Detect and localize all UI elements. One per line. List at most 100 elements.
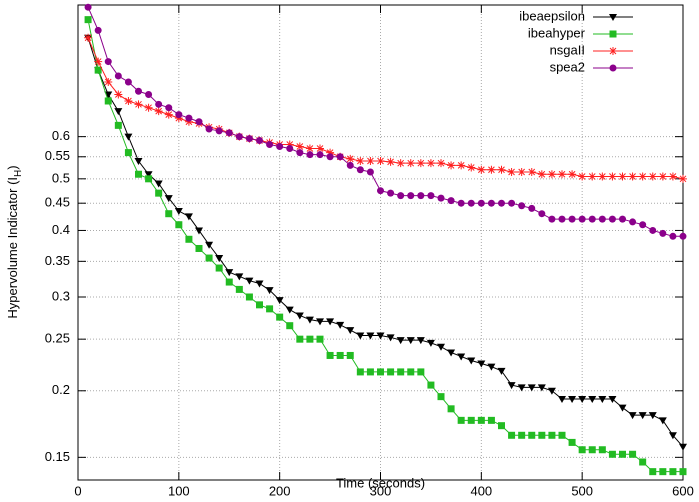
marker [477, 199, 485, 207]
marker [124, 96, 133, 105]
marker [266, 140, 274, 148]
marker [275, 297, 284, 305]
marker [568, 215, 576, 223]
y-tick-label: 0.25 [45, 331, 70, 346]
marker [638, 172, 647, 181]
y-axis-label-main: Hypervolume Indicator (I [5, 177, 20, 319]
marker [104, 91, 113, 99]
marker [437, 343, 445, 351]
marker [457, 353, 466, 361]
marker [639, 458, 647, 466]
marker [457, 161, 466, 170]
marker [235, 133, 243, 141]
marker [366, 157, 375, 166]
marker [608, 450, 616, 458]
legend-marker [609, 14, 617, 21]
marker [487, 199, 495, 207]
marker [336, 321, 345, 329]
marker [477, 416, 485, 424]
marker [648, 172, 657, 181]
marker [527, 167, 536, 176]
marker [286, 145, 294, 153]
marker [426, 339, 435, 347]
marker [205, 241, 214, 249]
marker [185, 114, 193, 122]
marker [447, 349, 456, 357]
marker [114, 72, 122, 80]
marker [356, 332, 365, 340]
marker [668, 172, 677, 181]
marker [175, 111, 183, 119]
marker [386, 157, 395, 166]
marker [316, 318, 324, 326]
marker [366, 168, 374, 176]
marker [517, 384, 526, 392]
marker [356, 157, 365, 166]
marker [164, 110, 173, 119]
marker [598, 446, 606, 454]
marker [648, 412, 657, 420]
marker [397, 368, 405, 376]
marker [205, 254, 213, 262]
marker [406, 337, 415, 345]
marker [537, 384, 546, 392]
marker [629, 218, 637, 226]
marker [487, 363, 496, 371]
legend-marker [609, 30, 617, 38]
marker [396, 337, 405, 345]
marker [195, 118, 203, 126]
marker [417, 368, 425, 376]
marker [316, 335, 324, 343]
marker [376, 332, 385, 340]
marker [649, 226, 657, 234]
marker [407, 368, 415, 376]
marker [638, 412, 647, 420]
marker [144, 103, 153, 112]
marker [548, 431, 556, 439]
marker [165, 210, 173, 218]
marker [245, 293, 253, 301]
marker [255, 280, 264, 288]
marker [356, 368, 364, 376]
marker [669, 232, 677, 240]
marker [598, 215, 606, 223]
y-tick-label: 0.35 [45, 253, 70, 268]
marker [659, 229, 667, 237]
marker [285, 306, 294, 314]
marker [527, 384, 536, 392]
marker [326, 351, 334, 359]
marker [517, 167, 526, 176]
marker [306, 335, 314, 343]
marker [94, 26, 102, 34]
marker [639, 221, 647, 229]
marker [104, 97, 112, 105]
marker [467, 199, 475, 207]
marker [467, 163, 476, 172]
marker [578, 446, 586, 454]
y-tick-label: 0.15 [45, 449, 70, 464]
marker [276, 313, 284, 321]
marker [114, 121, 122, 129]
series-line [87, 6, 683, 237]
marker [649, 468, 657, 476]
marker [195, 227, 203, 235]
marker [164, 195, 173, 203]
marker [437, 194, 445, 202]
marker [346, 327, 355, 335]
marker [346, 161, 354, 169]
marker [306, 151, 314, 159]
marker [518, 202, 526, 210]
marker [174, 208, 183, 216]
marker [618, 172, 627, 181]
marker [135, 87, 142, 95]
marker [668, 432, 677, 440]
marker [276, 142, 284, 150]
marker [477, 360, 486, 368]
marker [467, 357, 476, 365]
marker [225, 129, 233, 137]
marker [608, 172, 617, 181]
marker [184, 117, 193, 126]
marker [104, 58, 112, 66]
marker [679, 174, 687, 183]
